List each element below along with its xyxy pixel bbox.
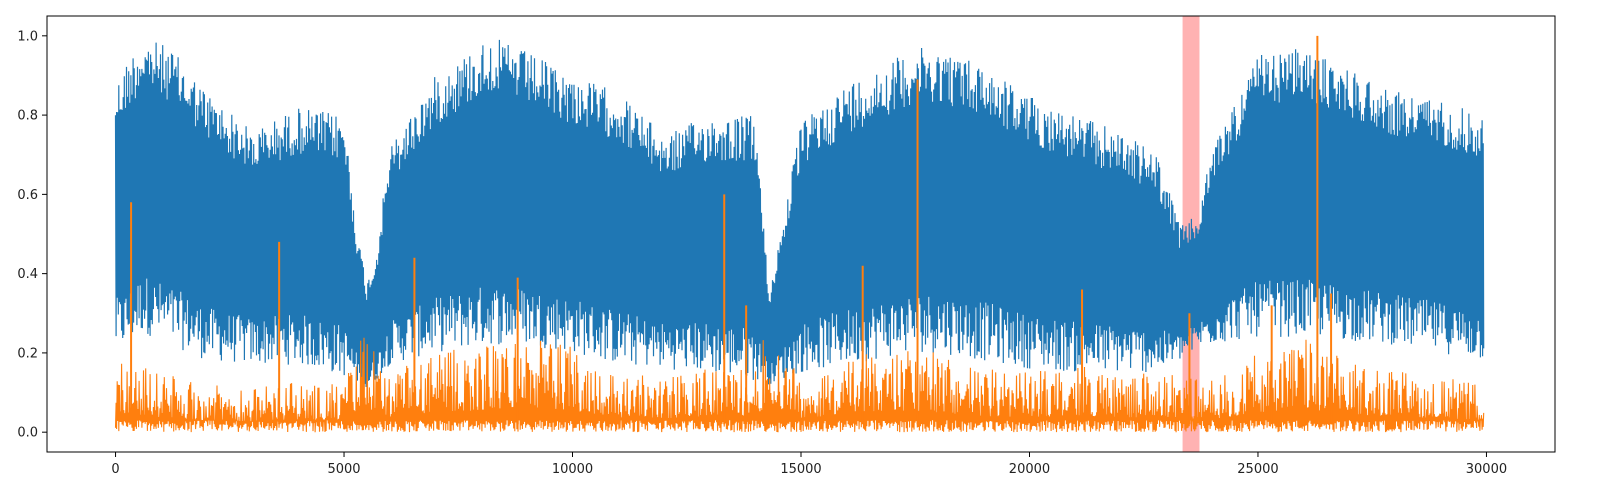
x-tick-label: 20000 <box>1009 462 1050 477</box>
x-tick-label: 30000 <box>1466 462 1507 477</box>
x-tick-label: 15000 <box>780 462 821 477</box>
y-tick-label: 0.2 <box>17 346 38 361</box>
x-axis: 0 5000 10000 15000 20000 25000 30000 <box>111 452 1507 477</box>
y-tick-label: 1.0 <box>17 29 38 44</box>
y-tick-label: 0.0 <box>17 426 38 441</box>
x-tick-label: 0 <box>111 462 119 477</box>
y-tick-label: 0.6 <box>17 188 38 203</box>
series-1-line <box>114 39 1485 390</box>
x-tick-label: 10000 <box>552 462 593 477</box>
series-2-line <box>114 337 1485 433</box>
x-tick-label: 25000 <box>1237 462 1278 477</box>
y-tick-label: 0.4 <box>17 267 38 282</box>
x-tick-label: 5000 <box>327 462 360 477</box>
y-axis: 0.0 0.2 0.4 0.6 0.8 1.0 <box>17 29 47 441</box>
y-tick-label: 0.8 <box>17 109 38 124</box>
series-layer <box>114 35 1485 433</box>
